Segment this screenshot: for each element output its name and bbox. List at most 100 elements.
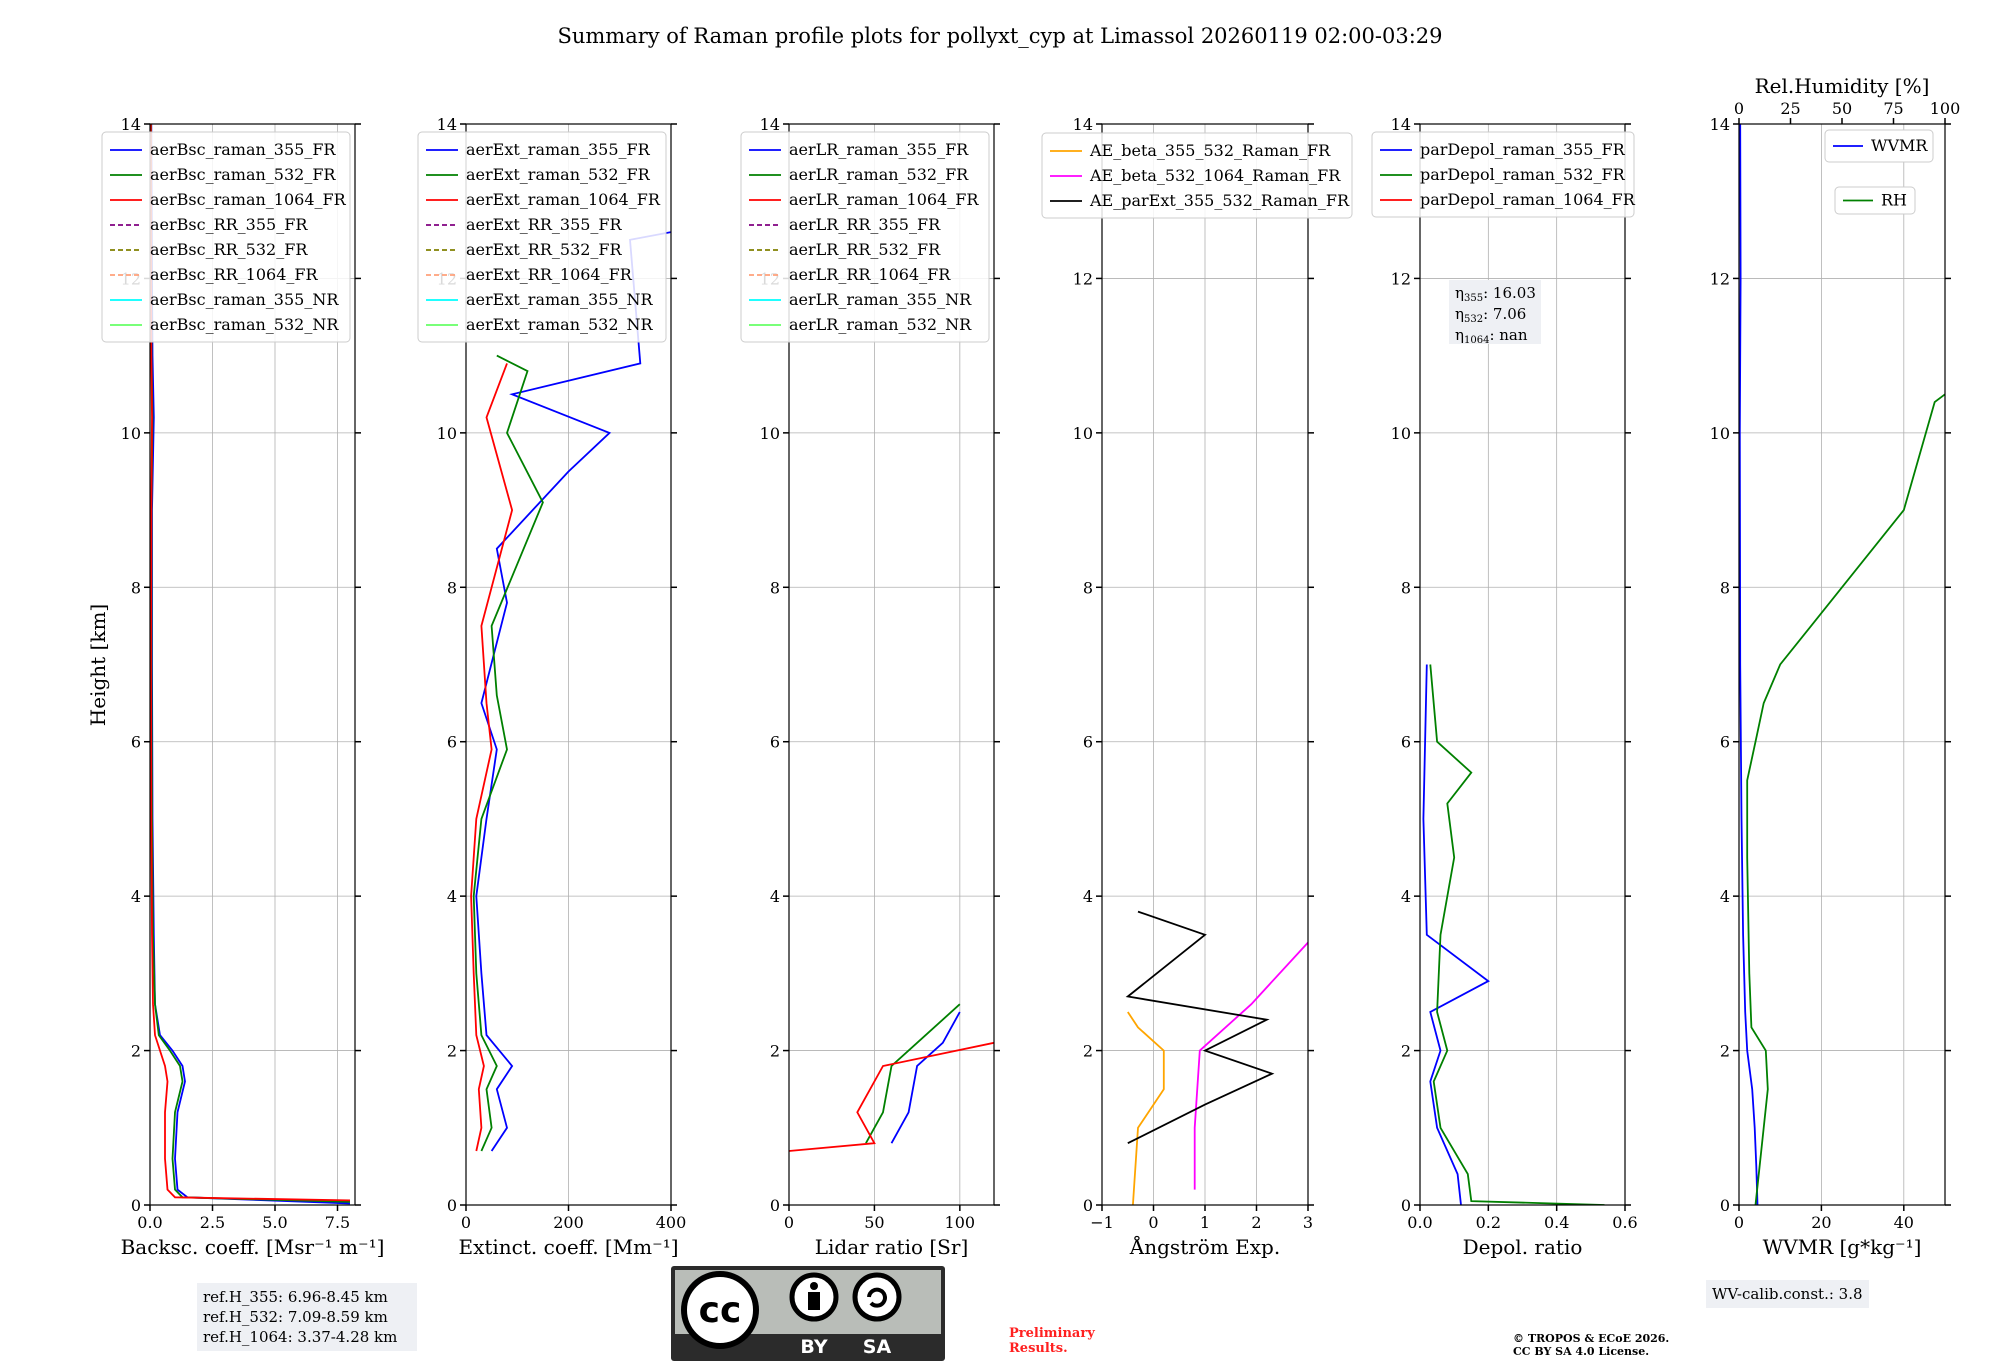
- legend-label-1: aerLR_raman_532_FR: [789, 165, 969, 184]
- x-axis-label: Depol. ratio: [1463, 1235, 1583, 1259]
- xtick-label-2: 5.0: [262, 1213, 287, 1232]
- ytick-label-5: 10: [1073, 424, 1093, 443]
- eta-sub-355: 355: [1464, 293, 1483, 304]
- legend-label-3: aerExt_RR_355_FR: [466, 215, 623, 234]
- ytick-label-7: 14: [437, 115, 457, 134]
- xtick-label-0: 0: [1734, 1213, 1744, 1232]
- ytick-label-4: 8: [1720, 578, 1730, 597]
- ytick-label-6: 12: [1391, 269, 1411, 288]
- legend-label-5: aerBsc_RR_1064_FR: [150, 265, 319, 284]
- x2tick-label-2: 50: [1832, 99, 1852, 118]
- eta-sub-532: 532: [1464, 314, 1483, 325]
- xtick-label-0: −1: [1090, 1213, 1114, 1232]
- xtick-label-2: 100: [945, 1213, 976, 1232]
- xtick-label-3: 0.6: [1612, 1213, 1637, 1232]
- axes-frame: [1419, 123, 1626, 1206]
- axes-frame: [788, 123, 995, 1206]
- preliminary-note: Preliminary Results.: [1009, 1326, 1095, 1356]
- cc-logo-text: cc: [699, 1290, 742, 1331]
- ytick-label-4: 8: [131, 578, 141, 597]
- ytick-label-5: 10: [437, 424, 457, 443]
- xtick-label-2: 1: [1200, 1213, 1210, 1232]
- series-line-AE_beta_532_1064_Raman_FR: [1193, 941, 1308, 1190]
- legend-label-2: aerBsc_raman_1064_FR: [150, 190, 347, 209]
- legend-label-0: WVMR: [1871, 136, 1928, 155]
- legend-label-1: AE_beta_532_1064_Raman_FR: [1089, 166, 1341, 185]
- eta-value-355: : 16.03: [1483, 284, 1536, 302]
- legend-label-7: aerLR_raman_532_NR: [789, 315, 972, 334]
- legend-label-1: aerExt_raman_532_FR: [466, 165, 651, 184]
- ref-height-532: ref.H_532: 7.09-8.59 km: [203, 1308, 388, 1326]
- ytick-label-5: 10: [1710, 424, 1730, 443]
- ytick-label-0: 0: [447, 1196, 457, 1215]
- cc-by-label: BY: [800, 1336, 827, 1358]
- eta-1064: η1064: nan: [1455, 326, 1528, 346]
- eta-value-1064: : nan: [1489, 326, 1527, 344]
- legend-label-4: aerLR_RR_532_FR: [789, 240, 941, 259]
- series-line-aerExt_raman_1064_FR: [470, 363, 514, 1152]
- copyright-line-2: CC BY SA 4.0 License.: [1513, 1345, 1650, 1358]
- series-line-RH: [1746, 393, 1945, 1205]
- ytick-label-6: 12: [1710, 269, 1730, 288]
- x-axis-label: Extinct. coeff. [Mm⁻¹]: [458, 1235, 678, 1259]
- legend-label-1: parDepol_raman_532_FR: [1420, 165, 1626, 184]
- axes-frame: [149, 123, 356, 1206]
- xtick-label-2: 0.4: [1544, 1213, 1569, 1232]
- x2tick-label-3: 75: [1883, 99, 1903, 118]
- legend-label-7: aerBsc_raman_532_NR: [150, 315, 339, 334]
- legend-box: [1371, 131, 1635, 218]
- cc-logo-circle: [681, 1271, 759, 1349]
- legend-box: [417, 131, 667, 343]
- xtick-label-1: 50: [864, 1213, 884, 1232]
- x2tick-label-1: 25: [1780, 99, 1800, 118]
- series-line-aerLR_raman_1064_FR: [789, 1041, 994, 1152]
- legend-label-4: aerBsc_RR_532_FR: [150, 240, 308, 259]
- ytick-label-1: 2: [447, 1042, 457, 1061]
- by-person-head: [810, 1282, 818, 1290]
- copyright-line-1: © TROPOS & ECoE 2026.: [1513, 1332, 1670, 1345]
- xtick-label-1: 2.5: [200, 1213, 225, 1232]
- ytick-label-4: 8: [447, 578, 457, 597]
- series-group-3: [1125, 910, 1308, 1205]
- ytick-label-1: 2: [1401, 1042, 1411, 1061]
- legend-label-3: aerBsc_RR_355_FR: [150, 215, 308, 234]
- xtick-label-2: 400: [656, 1213, 687, 1232]
- series-line-aerBsc_raman_1064_FR: [150, 124, 351, 1202]
- legend-label-5: aerExt_RR_1064_FR: [466, 265, 633, 284]
- x2tick-label-4: 100: [1930, 99, 1961, 118]
- wv-calibration-box: WV-calib.const.: 3.8: [1706, 1280, 1869, 1308]
- ytick-label-0: 0: [770, 1196, 780, 1215]
- legend-label-3: aerLR_RR_355_FR: [789, 215, 941, 234]
- series-line-aerExt_raman_355_FR: [475, 231, 671, 1152]
- ytick-label-7: 14: [760, 115, 780, 134]
- series-group-5: [1739, 124, 1945, 1205]
- reference-height-box: ref.H_355: 6.96-8.45 km ref.H_532: 7.09-…: [197, 1283, 417, 1351]
- ytick-label-3: 6: [770, 733, 780, 752]
- series-group-0: [150, 124, 351, 1205]
- series-line-parDepol_raman_532_FR: [1429, 664, 1605, 1205]
- series-group-4: [1422, 664, 1605, 1205]
- eta-symbol-355: η: [1455, 284, 1464, 302]
- ytick-label-5: 10: [1391, 424, 1411, 443]
- ytick-label-0: 0: [1720, 1196, 1730, 1215]
- ytick-label-7: 14: [121, 115, 141, 134]
- sa-arrow: [867, 1287, 887, 1308]
- ytick-label-0: 0: [1083, 1196, 1093, 1215]
- eta-532: η532: 7.06: [1455, 305, 1526, 325]
- ytick-label-3: 6: [447, 733, 457, 752]
- legend-label-2: aerLR_raman_1064_FR: [789, 190, 979, 209]
- figure-title: Summary of Raman profile plots for polly…: [557, 24, 1442, 48]
- sa-share-icon: [852, 1272, 902, 1322]
- panel-depolarization: 0 2 4 6 8 10 12 14 0.0 0.2 0.4 0.6 Depol. ratio parDe…: [1371, 115, 1638, 1259]
- ytick-label-1: 2: [131, 1042, 141, 1061]
- legend-label-0: AE_beta_355_532_Raman_FR: [1089, 141, 1331, 160]
- legend-box: [101, 131, 351, 343]
- ytick-label-3: 6: [1720, 733, 1730, 752]
- calib-annotation-box: [1449, 280, 1541, 344]
- copyright-note: © TROPOS & ECoE 2026. CC BY SA 4.0 Licen…: [1513, 1332, 1669, 1358]
- legend-label-1: RH: [1881, 191, 1907, 210]
- ytick-label-0: 0: [131, 1196, 141, 1215]
- xtick-label-1: 0: [1148, 1213, 1158, 1232]
